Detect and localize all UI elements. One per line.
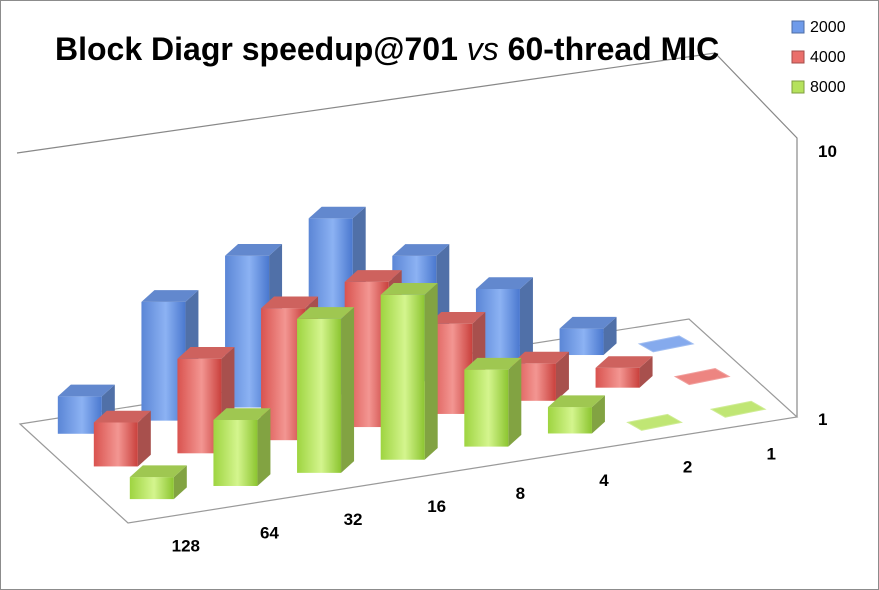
z-axis-ticks: 1 10: [818, 142, 837, 429]
legend-swatch: [791, 80, 805, 94]
bar-side: [639, 356, 653, 388]
bar-top: [93, 410, 151, 423]
bar-front: [595, 367, 640, 388]
bar-8000-8: [464, 357, 522, 447]
bar-side: [603, 316, 617, 356]
bar-top: [559, 316, 617, 329]
bar-top: [344, 270, 402, 282]
bar-top: [57, 384, 115, 397]
chart-title: Block Diagr speedup@701 vs 60-thread MIC: [55, 31, 719, 67]
bar-side: [591, 395, 605, 434]
back-wall-edge: [16, 52, 798, 417]
bar-8000-2: [626, 413, 683, 431]
bar-floor-tile: [709, 400, 767, 418]
legend-swatch: [791, 20, 805, 34]
legend-swatch: [791, 50, 805, 64]
bar-front: [559, 328, 604, 356]
x-tick-label: 8: [516, 484, 525, 503]
bar-top: [141, 290, 199, 302]
bar-front: [547, 407, 592, 434]
bar-front: [380, 294, 425, 460]
svg-text:Block Diagr speedup@701 vs 60-: Block Diagr speedup@701 vs 60-thread MIC: [55, 31, 719, 67]
bar-top: [225, 244, 283, 256]
bar-8000-128: [129, 465, 187, 500]
z-tick-label: 1: [818, 410, 827, 429]
bar-side: [137, 410, 151, 467]
x-axis-ticks: 128 64 32 16 8 4 2 1: [172, 445, 776, 556]
bar-front: [129, 477, 174, 500]
bar-top: [380, 283, 438, 295]
bar-side: [508, 357, 522, 447]
legend: 2000 4000 8000: [791, 19, 846, 96]
bar-top: [213, 408, 271, 420]
bar-top: [129, 465, 187, 478]
bar-8000-64: [213, 408, 271, 486]
bar-front: [464, 369, 509, 447]
bar-top: [464, 357, 522, 370]
bar-8000-32: [297, 307, 355, 473]
legend-label: 8000: [810, 79, 846, 96]
bar-2000-1: [637, 335, 695, 353]
chart-title-rest: 60-thread MIC: [499, 31, 719, 67]
legend-label: 4000: [810, 49, 846, 66]
bar-top: [511, 351, 569, 364]
bar-2000-2: [559, 316, 617, 356]
bar-front: [93, 422, 138, 467]
bar-side: [341, 307, 355, 473]
chart-title-vs: vs: [467, 31, 499, 67]
bar-8000-16: [380, 283, 438, 460]
bar-top: [595, 356, 653, 368]
bar-top: [177, 347, 235, 359]
bar-floor-tile: [673, 368, 731, 386]
bar-top: [261, 296, 319, 309]
bar-side: [519, 277, 533, 369]
bar-top: [308, 206, 366, 219]
x-tick-label: 1: [766, 445, 775, 464]
chart-title-main: Block Diagr speedup@701: [55, 31, 467, 67]
x-tick-label: 32: [344, 510, 363, 529]
bar-floor-tile: [637, 335, 695, 353]
x-tick-label: 2: [683, 458, 692, 477]
bar-top: [428, 312, 486, 324]
bars-layer: [57, 206, 767, 500]
bar-top: [392, 244, 450, 256]
bar-side: [173, 465, 187, 500]
bar-front: [213, 419, 258, 486]
bar-8000-1: [709, 400, 767, 418]
bar-side: [257, 408, 271, 486]
bar-top: [475, 277, 533, 289]
bar-side: [555, 351, 569, 401]
legend-label: 2000: [810, 19, 846, 36]
x-tick-label: 64: [260, 523, 279, 542]
x-tick-label: 4: [599, 471, 609, 490]
bar-side: [424, 283, 438, 460]
bar-floor-tile: [626, 413, 683, 431]
chart-walls: [16, 52, 798, 417]
x-tick-label: 128: [172, 536, 200, 555]
bar-4000-2: [595, 356, 653, 388]
bar-top: [547, 395, 605, 408]
bar-4000-1: [673, 368, 731, 386]
bar-front: [297, 318, 342, 473]
x-tick-label: 16: [427, 497, 446, 516]
z-tick-label: 10: [818, 142, 837, 161]
bar-top: [297, 307, 355, 319]
bar-4000-128: [93, 410, 151, 467]
bar-8000-4: [547, 395, 605, 434]
